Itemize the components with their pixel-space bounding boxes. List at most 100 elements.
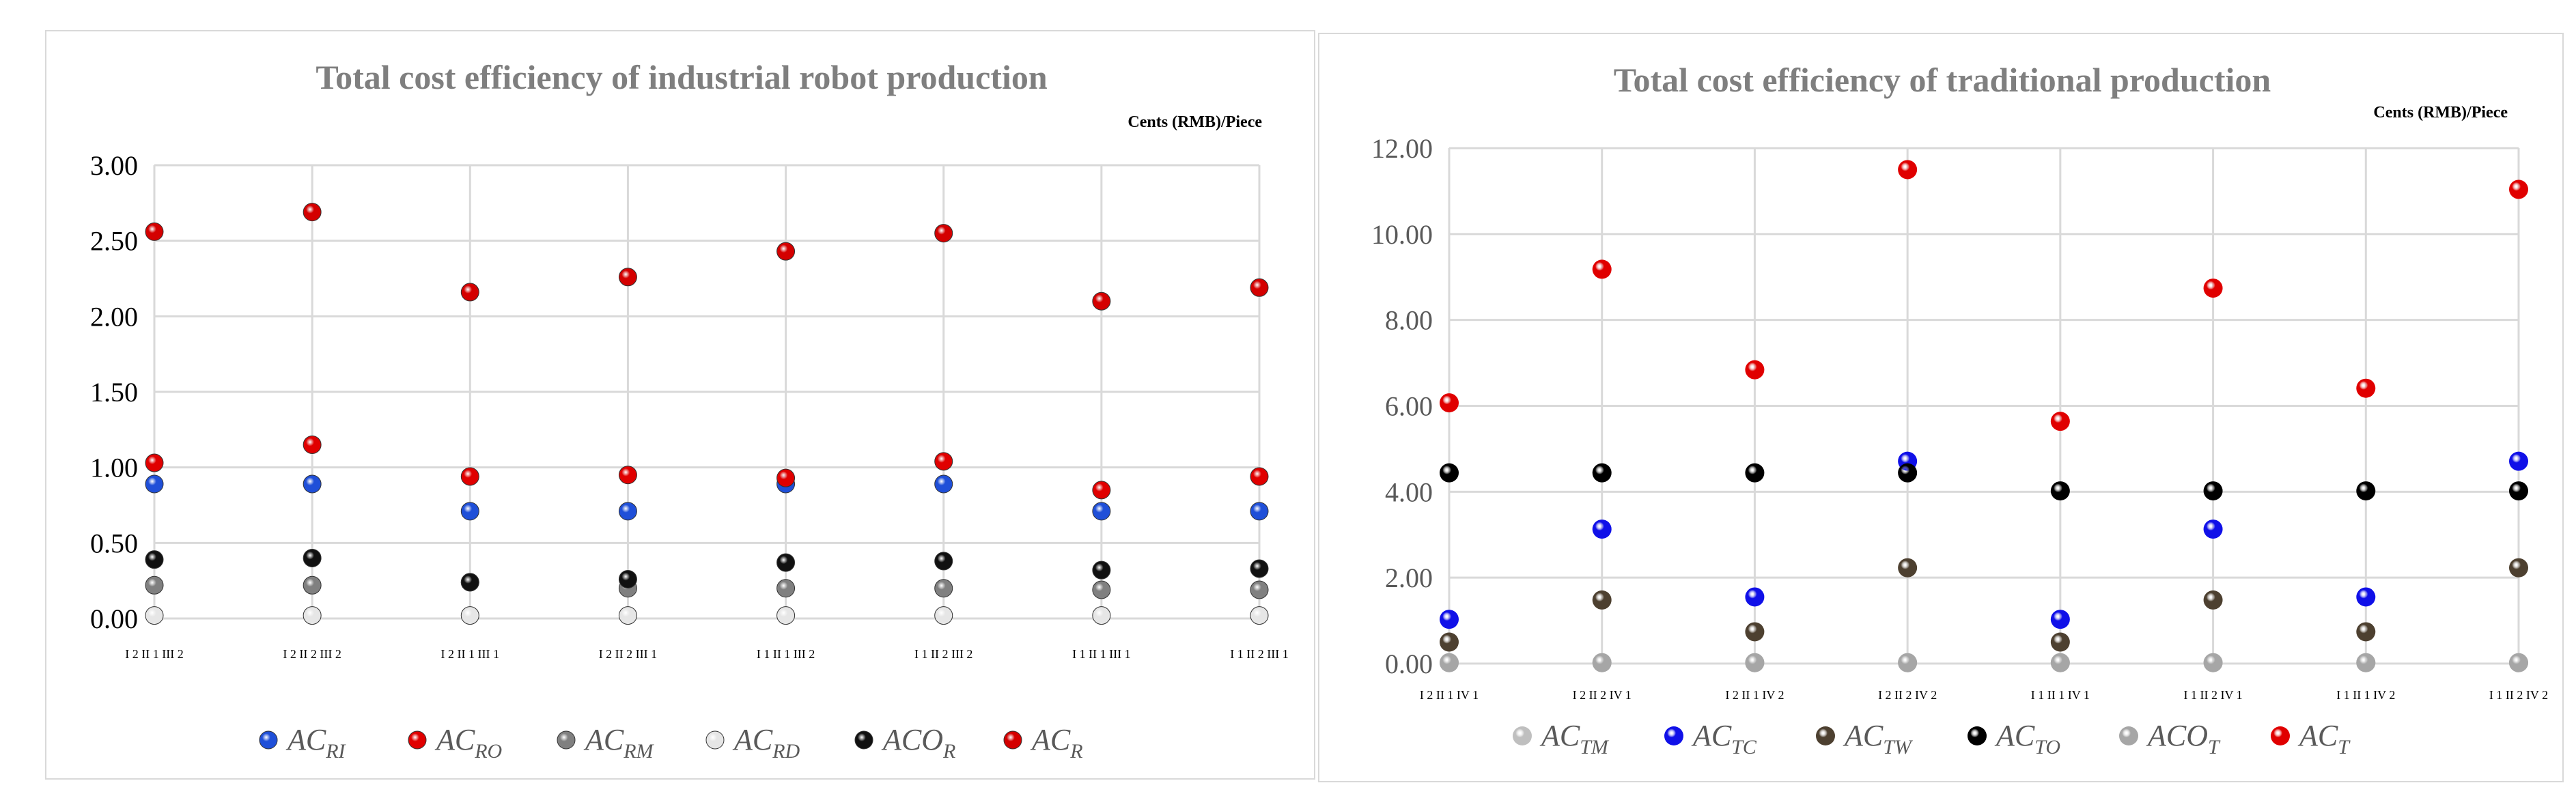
data-point: [2050, 412, 2070, 431]
data-point: [2356, 378, 2376, 398]
data-point: [618, 569, 637, 588]
data-point: [145, 222, 164, 241]
legend-entry: ACTM: [1539, 719, 1610, 758]
legend-subscript: T: [2338, 736, 2351, 758]
x-tick-label: I 1 II 2 IV 1: [2183, 688, 2242, 702]
x-tick-label: I 2 II 2 IV 2: [1878, 688, 1937, 702]
x-tick-label: I 2 II 2 III 2: [283, 647, 341, 661]
data-point: [1745, 622, 1765, 642]
data-point: [1250, 467, 1269, 486]
legend-name: ACO: [2146, 719, 2208, 752]
legend-subscript: RO: [474, 740, 502, 763]
data-point: [1592, 463, 1612, 483]
legend: ACRI ACRO ACRM ACRD ACOR ACR: [259, 723, 1083, 763]
data-point: [1250, 559, 1269, 578]
y-tick-label: 0.50: [90, 528, 138, 558]
data-points: [1440, 160, 2528, 672]
data-point: [1592, 590, 1612, 610]
data-point: [1440, 653, 1459, 672]
y-axis-ticks: 0.00 2.00 4.00 6.00 8.00 10.00 12.00: [1371, 133, 1433, 679]
legend-name: AC: [434, 723, 475, 756]
data-point: [1092, 502, 1111, 521]
legend-entry: ACRI: [285, 723, 347, 763]
y-tick-label: 2.50: [90, 226, 138, 257]
legend-name: AC: [732, 723, 773, 756]
data-point: [460, 573, 479, 592]
data-point: [2356, 653, 2376, 672]
unit-label: Cents (RMB)/Piece: [1128, 113, 1262, 131]
legend-subscript: TW: [1883, 736, 1914, 758]
legend-name: AC: [583, 723, 624, 756]
x-tick-label: I 1 II 2 III 2: [914, 647, 972, 661]
legend-subscript: T: [2208, 736, 2221, 758]
legend-entry: ACTO: [1994, 719, 2060, 758]
data-point: [1745, 587, 1765, 607]
data-point: [2050, 481, 2070, 501]
data-point: [1745, 360, 1765, 380]
x-axis-ticks: I 2 II 1 IV 1 I 2 II 2 IV 1 I 2 II 1 IV 2 I…: [1420, 688, 2548, 702]
legend-name: AC: [1691, 719, 1732, 752]
data-point: [145, 453, 164, 472]
data-point: [2050, 632, 2070, 652]
legend-name: AC: [1030, 723, 1071, 756]
traditional-production-chart: Total cost efficiency of traditional pro…: [1371, 61, 2548, 758]
x-tick-label: I 2 II 1 III 2: [125, 647, 183, 661]
data-point: [303, 203, 322, 222]
data-point: [618, 466, 637, 485]
legend-marker: [1816, 726, 1835, 745]
data-point: [1745, 463, 1765, 483]
data-point: [1250, 278, 1269, 297]
data-point: [460, 606, 479, 625]
data-point: [2203, 279, 2223, 298]
data-point: [460, 283, 479, 302]
data-point: [934, 552, 953, 571]
y-tick-label: 1.00: [90, 453, 138, 483]
data-point: [1898, 653, 1918, 672]
legend-name: AC: [1994, 719, 2035, 752]
data-point: [2203, 520, 2223, 539]
gridlines: [153, 164, 1261, 620]
data-point: [1092, 580, 1111, 599]
data-point: [776, 553, 796, 572]
data-point: [1092, 560, 1111, 580]
data-point: [934, 579, 953, 598]
legend-subscript: TM: [1580, 736, 1610, 758]
data-point: [2203, 481, 2223, 501]
data-point: [145, 575, 164, 595]
data-point: [145, 474, 164, 494]
x-tick-label: I 2 II 1 III 1: [441, 647, 499, 661]
data-point: [1092, 606, 1111, 625]
data-point: [776, 468, 796, 487]
data-point: [303, 548, 322, 567]
legend-marker: [705, 730, 725, 750]
x-tick-label: I 2 II 2 IV 1: [1573, 688, 1632, 702]
data-point: [1440, 610, 1459, 629]
traditional-production-chart-panel: Total cost efficiency of traditional pro…: [1318, 33, 2564, 782]
legend-marker: [557, 730, 576, 750]
legend-subscript: RI: [325, 740, 346, 763]
data-point: [1440, 393, 1459, 413]
x-tick-label: I 1 II 1 III 1: [1072, 647, 1130, 661]
data-point: [303, 575, 322, 595]
data-point: [2509, 558, 2528, 578]
chart-title: Total cost efficiency of traditional pro…: [1614, 61, 2271, 99]
legend-marker: [408, 730, 427, 750]
data-point: [303, 435, 322, 454]
data-point: [1092, 291, 1111, 311]
legend-marker: [1513, 726, 1532, 745]
x-tick-label: I 1 II 1 III 2: [757, 647, 815, 661]
legend-subscript: RD: [772, 740, 800, 763]
data-point: [2509, 653, 2528, 672]
y-axis-ticks: 0.00 0.50 1.00 1.50 2.00 2.50 3.00: [90, 150, 138, 634]
x-tick-label: I 1 II 2 III 1: [1230, 647, 1288, 661]
legend-name: AC: [285, 723, 326, 756]
legend-name: ACO: [881, 723, 943, 756]
y-tick-label: 0.00: [90, 603, 138, 634]
data-point: [2050, 653, 2070, 672]
legend-name: AC: [1539, 719, 1580, 752]
x-axis-ticks: I 2 II 1 III 2 I 2 II 2 III 2 I 2 II 1 III…: [125, 647, 1288, 661]
chart-title: Total cost efficiency of industrial robo…: [316, 58, 1048, 96]
data-point: [1250, 580, 1269, 599]
y-tick-label: 4.00: [1385, 476, 1433, 507]
data-point: [1592, 520, 1612, 539]
